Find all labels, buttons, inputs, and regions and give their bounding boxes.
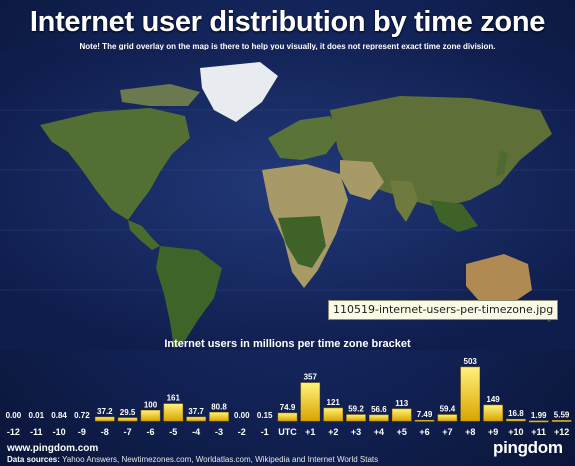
value-label-+12: 5.59: [554, 410, 570, 419]
tick-label-+2: +2: [328, 427, 338, 437]
value-label--7: 29.5: [120, 408, 136, 417]
bar-chart: 0.00 -12 0.01 -11 0.84 -10 0.72 -9 37.2 -8 29.5 -7 1…: [6, 357, 572, 437]
tick-label--4: -4: [192, 427, 200, 437]
bar--5: [163, 403, 184, 422]
bar-+12: [551, 420, 572, 422]
value-label--6: 100: [144, 400, 158, 409]
tick-label--10: -10: [53, 427, 66, 437]
value-label-+9: 149: [486, 395, 500, 404]
value-label--3: 80.8: [211, 402, 227, 411]
value-label-+11: 1.99: [531, 411, 547, 420]
central-america: [128, 220, 160, 250]
tick-label--2: -2: [238, 427, 246, 437]
map-note: Note! The grid overlay on the map is the…: [79, 42, 496, 51]
value-label-+7: 59.4: [440, 405, 456, 414]
value-label-+4: 56.6: [371, 405, 387, 414]
tick-label--3: -3: [215, 427, 223, 437]
tick-label--7: -7: [124, 427, 132, 437]
value-label--8: 37.2: [97, 407, 113, 416]
value-label-+6: 7.49: [417, 410, 433, 419]
southeast-asia: [430, 200, 478, 232]
chart-title: Internet users in millions per time zone…: [164, 338, 411, 350]
bar-+6: [414, 419, 435, 422]
tick-label--9: -9: [78, 427, 86, 437]
bar-+4: [369, 414, 389, 422]
value-label--9: 0.72: [74, 411, 90, 420]
value-label--12: 0.00: [6, 411, 22, 420]
bar--8: [95, 416, 115, 422]
pingdom-logo: pingdom: [493, 438, 563, 457]
tick-label--11: -11: [30, 427, 43, 437]
value-label--5: 161: [167, 394, 181, 403]
value-label-+2: 121: [327, 398, 341, 407]
value-label--11: 0.01: [29, 411, 45, 420]
data-sources-label: Data sources:: [7, 455, 60, 464]
value-label--10: 0.84: [51, 411, 67, 420]
bar--3: [209, 412, 229, 422]
tick-label-+9: +9: [488, 427, 498, 437]
value-label-+3: 59.2: [348, 405, 364, 414]
tick-label--5: -5: [169, 427, 177, 437]
canadian-arctic: [120, 84, 200, 106]
tick-label-+6: +6: [419, 427, 429, 437]
bar--7: [117, 417, 138, 422]
tick-label-+7: +7: [442, 427, 452, 437]
value-label-+10: 16.8: [508, 409, 524, 418]
tick-label-+11: +11: [531, 427, 546, 437]
value-label-+5: 113: [395, 399, 408, 408]
page-title: Internet user distribution by time zone: [29, 6, 546, 38]
central-africa: [278, 216, 326, 268]
south-america: [156, 246, 222, 348]
tick-label--1: -1: [261, 427, 269, 437]
tick-label-+12: +12: [554, 427, 569, 437]
bar-+11: [528, 420, 549, 423]
value-label--1: 0.15: [257, 411, 273, 420]
asia: [330, 96, 552, 208]
japan: [496, 150, 508, 176]
bar--4: [186, 416, 206, 422]
bar-+2: [323, 407, 343, 422]
bar-UTC: [277, 412, 298, 422]
europe: [268, 116, 340, 160]
bar-+5: [391, 408, 412, 422]
value-label-+8: 503: [464, 357, 478, 366]
footer-url[interactable]: www.pingdom.com: [7, 443, 99, 454]
bar-+1: [300, 382, 321, 422]
tick-label-+8: +8: [465, 427, 475, 437]
tick-label-+4: +4: [374, 427, 384, 437]
value-label-UTC: 74.9: [280, 403, 296, 412]
middle-east: [340, 160, 384, 200]
bar-+7: [437, 414, 458, 422]
value-label--2: 0.00: [234, 411, 250, 420]
bar-+3: [346, 414, 366, 422]
tick-label--12: -12: [7, 427, 20, 437]
australia: [466, 254, 532, 306]
tick-label-UTC: UTC: [278, 427, 297, 437]
value-label--4: 37.7: [188, 407, 204, 416]
tick-label-+10: +10: [508, 427, 523, 437]
north-america: [40, 108, 190, 220]
value-label-+1: 357: [304, 373, 318, 382]
tick-label-+5: +5: [397, 427, 407, 437]
tick-label-+3: +3: [351, 427, 361, 437]
tick-label--6: -6: [146, 427, 154, 437]
filename-tooltip: 110519-internet-users-per-timezone.jpg: [328, 300, 559, 320]
bar-+9: [483, 404, 503, 422]
india: [390, 180, 418, 222]
data-sources-text: Yahoo Answers, Newtimezones.com, Worldat…: [62, 455, 379, 464]
bar-+10: [506, 418, 526, 422]
tick-label--8: -8: [101, 427, 109, 437]
greenland: [200, 62, 278, 122]
bar-+8: [460, 366, 480, 422]
tick-label-+1: +1: [305, 427, 315, 437]
data-sources: Data sources: Yahoo Answers, Newtimezone…: [7, 455, 378, 464]
bar--6: [140, 410, 161, 422]
